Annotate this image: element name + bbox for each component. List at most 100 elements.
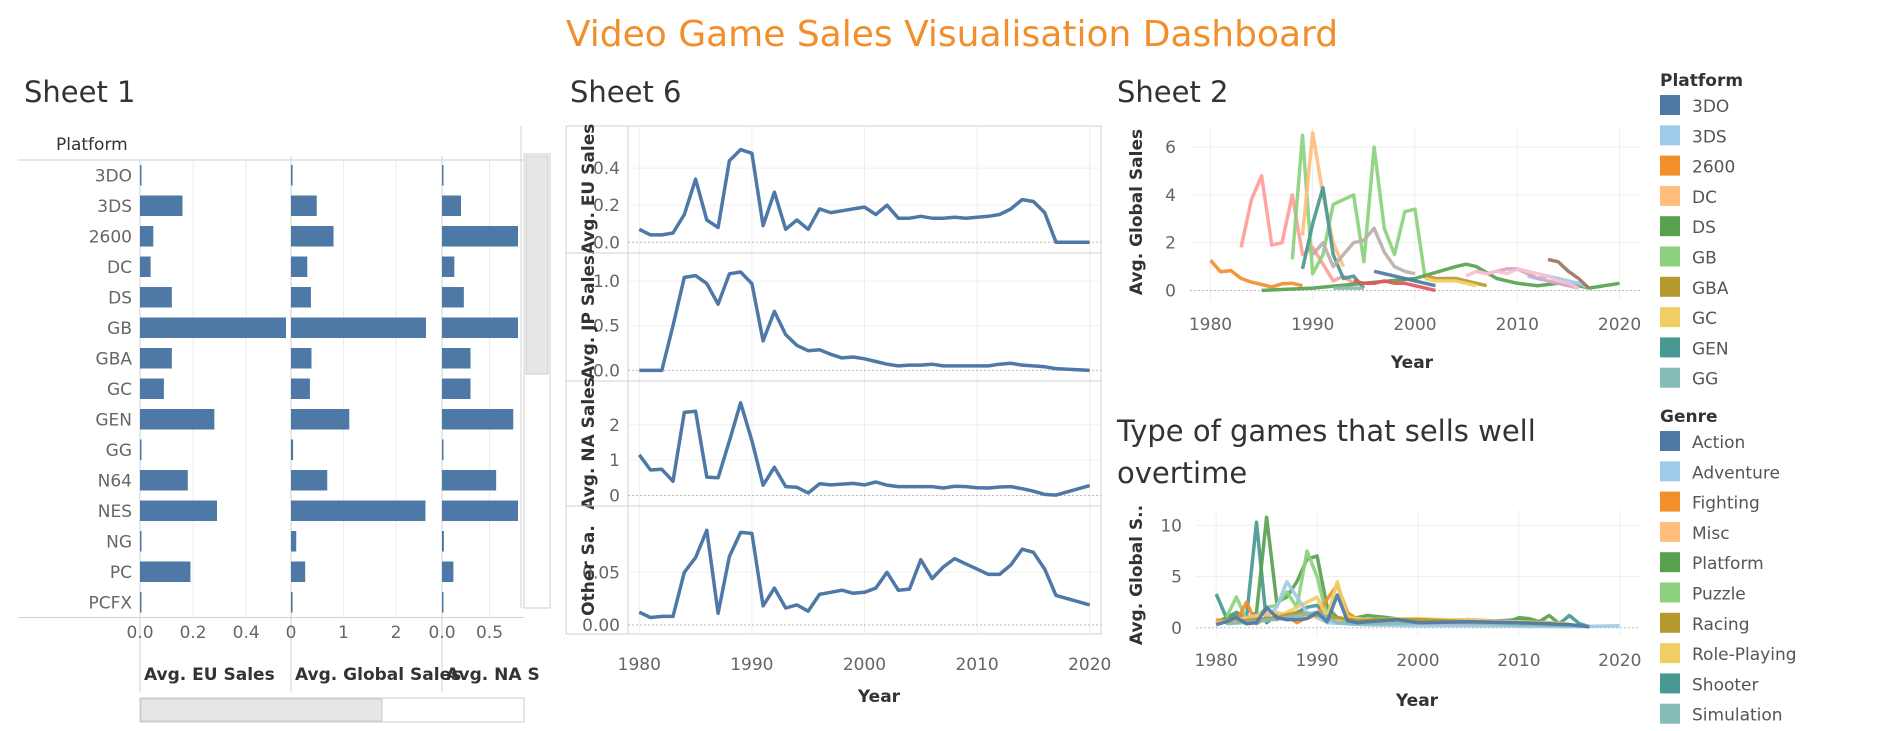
sheet1-bar[interactable]	[442, 500, 518, 522]
genre-legend-item-label[interactable]: Racing	[1692, 615, 1750, 635]
genre-legend-item-label[interactable]: Adventure	[1692, 463, 1780, 483]
sheet1-bar[interactable]	[140, 592, 142, 613]
platform-legend-swatch[interactable]	[1660, 246, 1680, 267]
genre-legend-swatch[interactable]	[1660, 552, 1680, 573]
platform-legend-item-label[interactable]: GC	[1692, 309, 1717, 329]
platform-legend-item-label[interactable]: DS	[1692, 218, 1716, 238]
sheet1-bar[interactable]	[140, 470, 188, 491]
sheet2-series-line[interactable]	[1239, 174, 1355, 285]
platform-legend-item-label[interactable]: 2600	[1692, 158, 1735, 178]
sheet2-series-line[interactable]	[1209, 259, 1303, 289]
sheet1-bar[interactable]	[291, 165, 293, 186]
sheet1-bar[interactable]	[291, 409, 350, 430]
sheet1-bar[interactable]	[442, 378, 471, 400]
genre-legend-swatch[interactable]	[1660, 491, 1680, 512]
sheet1-bar[interactable]	[140, 348, 172, 369]
sheet1-bar[interactable]	[140, 531, 142, 552]
sheet1-bar[interactable]	[291, 378, 310, 400]
platform-legend-item-label[interactable]: GBA	[1692, 279, 1729, 299]
genre-legend-item-label[interactable]: Action	[1692, 433, 1745, 453]
sheet1-bar[interactable]	[442, 561, 454, 583]
platform-legend-item-label[interactable]: 3DO	[1692, 97, 1729, 117]
sheet2-series-line[interactable]	[1424, 276, 1477, 288]
sheet1-bar[interactable]	[291, 470, 328, 491]
sheet6-series-line[interactable]	[639, 270, 1090, 373]
sheet1-bar[interactable]	[291, 256, 308, 278]
sheet1-bar[interactable]	[291, 226, 334, 247]
sheet2-series-line[interactable]	[1300, 185, 1366, 290]
sheet6-series-line[interactable]	[638, 528, 1091, 620]
genre-legend-swatch[interactable]	[1660, 461, 1680, 482]
genre-legend-swatch[interactable]	[1660, 612, 1680, 633]
sheet2-series-line[interactable]	[1353, 279, 1436, 293]
sheet1-bar[interactable]	[140, 165, 142, 186]
sheet1-bar[interactable]	[291, 287, 311, 308]
sheet1-bar[interactable]	[442, 439, 444, 461]
sheet2-series-line[interactable]	[1311, 226, 1416, 276]
sheet1-bar[interactable]	[140, 226, 154, 247]
sheet1-bar[interactable]	[442, 317, 518, 339]
sheet1-bar[interactable]	[442, 287, 464, 308]
sheet1-bar[interactable]	[442, 531, 444, 552]
sheet1-vertical-scroll-thumb[interactable]	[525, 155, 549, 375]
platform-legend-swatch[interactable]	[1660, 185, 1680, 206]
platform-legend-swatch[interactable]	[1660, 95, 1680, 115]
genre-legend-item-label[interactable]: Fighting	[1692, 494, 1760, 514]
platform-legend-swatch[interactable]	[1660, 125, 1680, 146]
genre-series-line[interactable]	[1215, 593, 1590, 629]
platform-legend-item-label[interactable]: GEN	[1692, 339, 1729, 359]
platform-legend-swatch[interactable]	[1660, 216, 1680, 237]
sheet2-series-line[interactable]	[1547, 257, 1591, 290]
genre-legend-swatch[interactable]	[1660, 703, 1680, 724]
platform-legend-item-label[interactable]: DC	[1692, 188, 1717, 208]
genre-legend-swatch[interactable]	[1660, 521, 1680, 542]
genre-legend-swatch[interactable]	[1660, 673, 1680, 694]
sheet1-bar[interactable]	[140, 409, 215, 430]
genre-legend-item-label[interactable]: Puzzle	[1692, 585, 1746, 605]
sheet1-bar[interactable]	[140, 439, 142, 461]
genre-legend-item-label[interactable]: Misc	[1692, 524, 1730, 544]
sheet6-series-line[interactable]	[638, 147, 1090, 245]
sheet1-bar[interactable]	[140, 500, 217, 522]
sheet1-bar[interactable]	[140, 287, 172, 308]
sheet1-bar[interactable]	[291, 561, 306, 583]
sheet1-bar[interactable]	[291, 531, 297, 552]
genre-legend-item-label[interactable]: Shooter	[1692, 675, 1758, 695]
platform-legend-swatch[interactable]	[1660, 367, 1680, 388]
sheet1-bar[interactable]	[291, 348, 312, 369]
sheet2-series-line[interactable]	[1290, 133, 1427, 279]
sheet1-horizontal-scroll-thumb[interactable]	[140, 698, 383, 722]
sheet1-bar[interactable]	[140, 317, 286, 339]
platform-legend-item-label[interactable]: GG	[1692, 370, 1718, 390]
sheet1-bar[interactable]	[291, 195, 317, 217]
sheet2-series-line[interactable]	[1373, 269, 1436, 288]
genre-legend-item-label[interactable]: Platform	[1692, 554, 1764, 574]
sheet1-bar[interactable]	[442, 195, 461, 217]
sheet1-bar[interactable]	[140, 256, 151, 278]
genre-legend-swatch[interactable]	[1660, 582, 1680, 603]
sheet1-bar[interactable]	[291, 439, 294, 461]
sheet1-bar[interactable]	[291, 500, 426, 522]
sheet1-bar[interactable]	[140, 378, 164, 400]
sheet1-bar[interactable]	[442, 226, 518, 247]
platform-legend-item-label[interactable]: GB	[1692, 249, 1717, 269]
sheet1-bar[interactable]	[442, 592, 444, 613]
sheet1-bar[interactable]	[140, 561, 191, 583]
platform-legend-swatch[interactable]	[1660, 307, 1680, 328]
genre-legend-swatch[interactable]	[1660, 643, 1680, 664]
sheet1-bar[interactable]	[442, 348, 471, 369]
platform-legend-swatch[interactable]	[1660, 337, 1680, 358]
sheet1-bar[interactable]	[140, 195, 183, 217]
genre-legend-item-label[interactable]: Simulation	[1692, 706, 1783, 726]
sheet1-bar[interactable]	[442, 256, 455, 278]
platform-legend-swatch[interactable]	[1660, 155, 1680, 176]
sheet1-bar[interactable]	[442, 470, 497, 491]
platform-legend-item-label[interactable]: 3DS	[1692, 127, 1727, 147]
genre-legend-swatch[interactable]	[1660, 431, 1680, 451]
genre-legend-item-label[interactable]: Role-Playing	[1692, 645, 1797, 665]
sheet2-series-line[interactable]	[1424, 274, 1488, 288]
sheet1-bar[interactable]	[291, 592, 293, 613]
sheet6-series-line[interactable]	[637, 401, 1091, 497]
platform-legend-swatch[interactable]	[1660, 276, 1680, 297]
sheet1-bar[interactable]	[442, 165, 444, 186]
